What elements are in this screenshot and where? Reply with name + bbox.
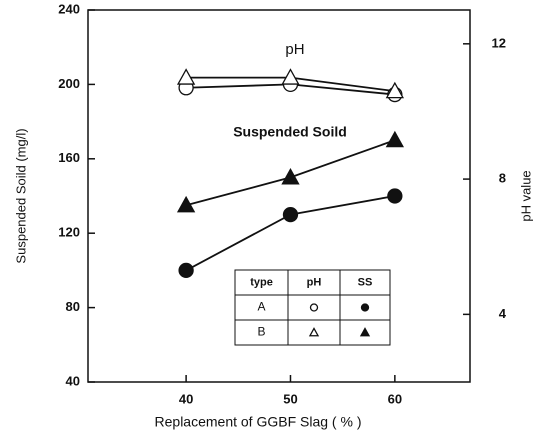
x-tick-label: 50 — [283, 391, 297, 406]
marker — [308, 327, 320, 337]
marker — [387, 188, 403, 204]
marker — [359, 327, 371, 337]
table-header: SS — [358, 276, 373, 288]
table-row-label: A — [257, 300, 265, 314]
plot-frame — [87, 9, 471, 383]
y-tick-label: 160 — [58, 150, 80, 165]
marker — [281, 68, 300, 85]
marker — [178, 262, 194, 279]
y-tick-label: 200 — [58, 76, 80, 91]
marker — [309, 303, 319, 312]
marker — [385, 81, 405, 99]
x-tick-label: 60 — [388, 391, 402, 406]
y2-tick-label: 8 — [499, 171, 506, 186]
x-axis-label: Replacement of GGBF Slag ( % ) — [155, 414, 362, 430]
marker — [360, 303, 370, 312]
y-tick-label: 240 — [58, 1, 80, 16]
y-tick-label: 120 — [58, 225, 80, 240]
y2-tick-label: 4 — [499, 306, 507, 321]
y-tick-label: 80 — [66, 299, 80, 314]
y2-tick-label: 12 — [492, 35, 506, 50]
y-axis-label: Suspended Soild (mg/l) — [13, 128, 28, 263]
marker — [282, 206, 299, 223]
annotation: Suspended Soild — [233, 124, 347, 140]
marker — [176, 195, 196, 213]
table-header: type — [250, 276, 273, 288]
y-tick-label: 40 — [66, 373, 80, 388]
table-row-label: B — [257, 325, 265, 339]
marker — [385, 130, 405, 148]
marker — [176, 68, 196, 85]
marker — [281, 168, 300, 185]
x-tick-label: 40 — [179, 391, 193, 406]
table-header: pH — [307, 276, 322, 288]
y2-axis-label: pH value — [518, 170, 533, 221]
annotation: pH — [285, 41, 304, 58]
